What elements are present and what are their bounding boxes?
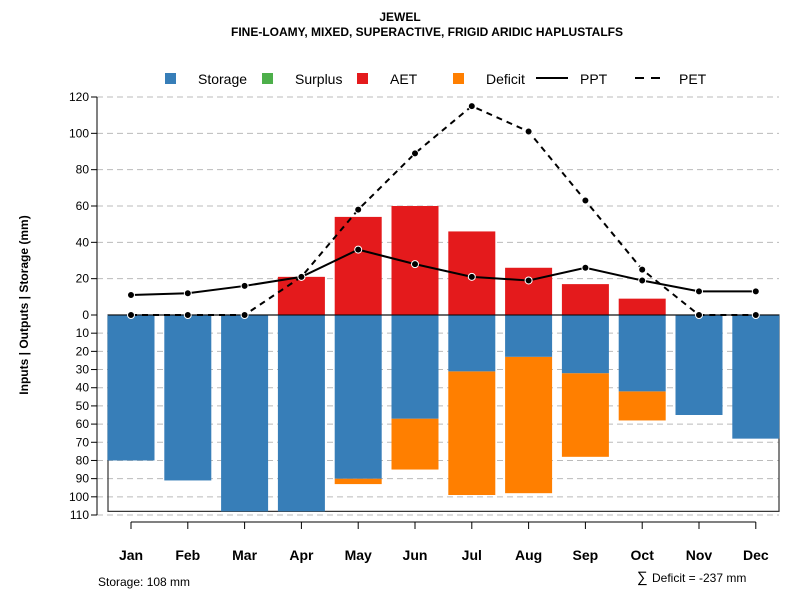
y-tick-label: 60 bbox=[76, 199, 90, 213]
pet-point bbox=[354, 205, 363, 214]
storage-bar bbox=[675, 315, 723, 415]
storage-bar bbox=[561, 315, 609, 374]
y-tick-label: 80 bbox=[76, 163, 90, 177]
storage-bar bbox=[732, 315, 780, 439]
y-axis-label: Inputs | Outputs | Storage (mm) bbox=[17, 215, 31, 394]
legend-label-aet: AET bbox=[390, 71, 418, 87]
x-tick-label: Dec bbox=[743, 547, 769, 563]
deficit-bar bbox=[505, 356, 553, 494]
legend-label-pet: PET bbox=[679, 71, 707, 87]
legend-label-surplus: Surplus bbox=[295, 71, 342, 87]
ppt-point bbox=[524, 276, 533, 285]
storage-annotation: Storage: 108 mm bbox=[98, 575, 190, 589]
aet-bar bbox=[277, 276, 325, 315]
x-tick-label: Nov bbox=[686, 547, 713, 563]
storage-bar bbox=[107, 315, 155, 461]
y-tick-label: 70 bbox=[76, 435, 90, 449]
pet-point bbox=[467, 102, 476, 111]
deficit-bar bbox=[618, 391, 666, 421]
ppt-point bbox=[240, 281, 249, 290]
aet-bar bbox=[618, 298, 666, 315]
chart-title: JEWEL bbox=[379, 10, 420, 24]
storage-bar bbox=[221, 315, 269, 512]
storage-bar bbox=[164, 315, 212, 481]
ppt-point bbox=[638, 276, 647, 285]
y-tick-label: 40 bbox=[76, 235, 90, 249]
aet-bar bbox=[561, 284, 609, 315]
ppt-point bbox=[354, 245, 363, 254]
y-tick-label: 100 bbox=[69, 490, 89, 504]
pet-line bbox=[131, 104, 756, 316]
y-tick-label: 30 bbox=[76, 363, 90, 377]
storage-bar bbox=[448, 315, 496, 372]
y-tick-label: 50 bbox=[76, 399, 90, 413]
y-tick-label: 10 bbox=[76, 326, 90, 340]
ppt-point bbox=[297, 272, 306, 281]
storage-bar bbox=[618, 315, 666, 392]
sum-symbol: ∑ bbox=[637, 569, 648, 586]
deficit-annotation: Deficit = -237 mm bbox=[652, 571, 746, 585]
ppt-point bbox=[183, 289, 192, 298]
pet-point bbox=[581, 196, 590, 205]
pet-point bbox=[183, 311, 192, 319]
ppt-point bbox=[411, 260, 419, 269]
y-tick-label: 120 bbox=[69, 90, 89, 104]
y-tick-label: 110 bbox=[70, 508, 89, 522]
x-tick-label: Jul bbox=[462, 547, 482, 563]
y-tick-label: 0 bbox=[82, 308, 89, 322]
y-tick-label: 100 bbox=[69, 126, 89, 140]
pet-point bbox=[127, 311, 135, 319]
y-tick-label: 90 bbox=[76, 472, 90, 486]
x-tick-label: Sep bbox=[573, 547, 599, 563]
ppt-point bbox=[695, 287, 703, 296]
pet-point bbox=[751, 311, 760, 319]
legend-swatch-aet bbox=[357, 73, 368, 84]
legend-swatch-deficit bbox=[453, 73, 464, 84]
x-tick-label: Feb bbox=[175, 547, 200, 563]
aet-bar bbox=[505, 267, 553, 315]
x-tick-label: Jun bbox=[403, 547, 428, 563]
deficit-bar bbox=[448, 371, 496, 495]
deficit-bar bbox=[391, 418, 439, 470]
legend-swatch-storage bbox=[165, 73, 176, 84]
ppt-point bbox=[751, 287, 760, 296]
ppt-point bbox=[127, 291, 135, 300]
pet-point bbox=[638, 265, 647, 274]
pet-point bbox=[240, 311, 249, 319]
pet-point bbox=[411, 149, 419, 158]
x-tick-label: Oct bbox=[631, 547, 655, 563]
storage-bar bbox=[505, 315, 553, 357]
y-tick-label: 60 bbox=[76, 417, 90, 431]
y-tick-label: 40 bbox=[76, 381, 90, 395]
y-tick-label: 80 bbox=[76, 453, 90, 467]
storage-bar bbox=[391, 315, 439, 419]
deficit-bar bbox=[334, 478, 382, 485]
y-tick-label: 20 bbox=[76, 344, 90, 358]
pet-point bbox=[695, 311, 703, 319]
pet-point bbox=[524, 127, 533, 136]
deficit-bar bbox=[561, 373, 609, 457]
ppt-point bbox=[581, 263, 590, 272]
y-tick-label: 20 bbox=[76, 272, 90, 286]
ppt-point bbox=[467, 272, 476, 281]
aet-bar bbox=[334, 216, 382, 315]
legend-label-deficit: Deficit bbox=[486, 71, 525, 87]
ppt-line bbox=[130, 248, 756, 297]
storage-bar bbox=[277, 315, 325, 512]
chart-subtitle: FINE-LOAMY, MIXED, SUPERACTIVE, FRIGID A… bbox=[231, 25, 623, 39]
legend-swatch-surplus bbox=[262, 73, 273, 84]
x-tick-label: May bbox=[345, 547, 372, 563]
legend-label-ppt: PPT bbox=[580, 71, 608, 87]
legend-label-storage: Storage bbox=[198, 71, 247, 87]
x-tick-label: Aug bbox=[515, 547, 542, 563]
storage-bar bbox=[334, 315, 382, 479]
x-tick-label: Apr bbox=[289, 547, 314, 563]
x-tick-label: Mar bbox=[232, 547, 257, 563]
x-tick-label: Jan bbox=[119, 547, 143, 563]
